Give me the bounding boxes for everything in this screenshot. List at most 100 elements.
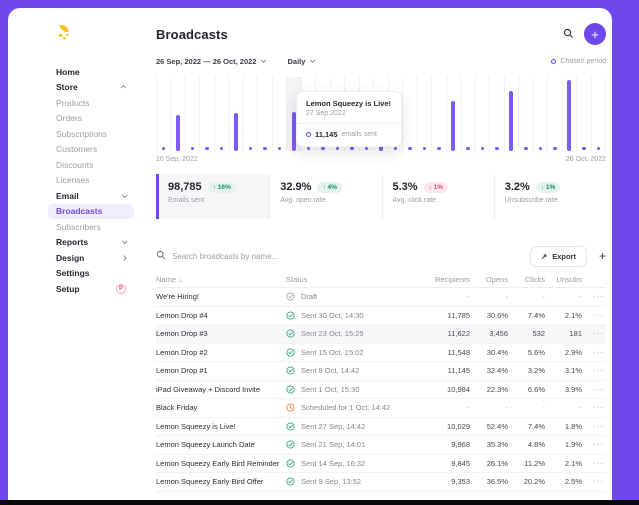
- chart-column-22[interactable]: [474, 77, 489, 151]
- stat-card-emails-sent[interactable]: 98,785 ↑ 16% Emails sent: [156, 174, 270, 219]
- row-menu-button[interactable]: ···: [593, 366, 604, 376]
- table-row[interactable]: We're Hiring! Draft - - - - ···: [156, 288, 606, 307]
- chart-column-17[interactable]: [402, 77, 416, 151]
- stat-card-avg-click-rate[interactable]: 5.3% ↓ 1% Avg. click rate: [381, 174, 494, 219]
- chart-dot: [495, 146, 499, 150]
- chart-column-28[interactable]: [561, 77, 576, 151]
- row-menu-button[interactable]: ···: [593, 403, 604, 413]
- sidebar-item-customers[interactable]: Customers: [56, 144, 98, 155]
- chart-column-24[interactable]: [503, 77, 518, 151]
- table-row[interactable]: Black Friday Scheduled for 1 Oct, 14:42 …: [156, 399, 606, 418]
- chart-dot: [437, 146, 441, 150]
- chart-column-19[interactable]: [431, 77, 445, 151]
- chart-column-27[interactable]: [547, 77, 561, 151]
- table-row[interactable]: Lemon Drop #4 Sent 30 Oct, 14:30 11,785 …: [156, 307, 606, 325]
- clicks-value: -: [542, 403, 546, 413]
- recipients-value: 10,029: [447, 421, 470, 431]
- status-text: Sent 9 Sep, 13:52: [301, 477, 362, 487]
- stat-card-avg-open-rate[interactable]: 32.9% ↑ 4% Avg. open rate: [269, 174, 381, 219]
- chart-column-0[interactable]: [156, 77, 170, 151]
- sidebar-item-broadcasts[interactable]: Broadcasts: [48, 203, 134, 219]
- chart-column-1[interactable]: [170, 77, 184, 151]
- stat-value: 32.9%: [280, 181, 312, 193]
- table-row[interactable]: Lemon Drop #3 Sent 23 Oct, 15:25 11,622 …: [156, 325, 606, 344]
- status-text: Scheduled for 1 Oct, 14:42: [301, 403, 391, 413]
- table-row[interactable]: Lemon Squeezy Launch Date Sent 21 Sep, 1…: [156, 436, 606, 455]
- stat-card-unsubscribe-rate[interactable]: 3.2% ↓ 1% Unsubscribe rate: [493, 174, 606, 219]
- chart-column-26[interactable]: [532, 77, 547, 151]
- broadcast-name: Lemon Drop #2: [156, 347, 208, 357]
- sidebar-item-home[interactable]: Home: [56, 66, 80, 77]
- chart-legend: Chosen period: [551, 58, 606, 65]
- chart-column-23[interactable]: [489, 77, 503, 151]
- setup-progress-badge: P: [116, 283, 126, 294]
- export-button[interactable]: ↗ Export: [529, 245, 587, 267]
- table-row[interactable]: iPad Giveaway + Discord Invite Sent 1 Oc…: [156, 381, 606, 399]
- chart-column-5[interactable]: [228, 77, 242, 151]
- stat-delta-badge: ↑ 16%: [207, 181, 236, 193]
- sidebar-item-products[interactable]: Products: [56, 97, 90, 108]
- create-broadcast-button[interactable]: +: [584, 23, 606, 45]
- stat-delta-badge: ↓ 1%: [423, 181, 449, 193]
- status-text: Draft: [301, 292, 318, 302]
- chart-column-29[interactable]: [576, 77, 590, 151]
- sidebar-item-settings[interactable]: Settings: [56, 268, 90, 279]
- draft-status-icon: [286, 292, 295, 301]
- chart-column-21[interactable]: [460, 77, 474, 151]
- sidebar-item-subscriptions[interactable]: Subscriptions: [56, 128, 108, 139]
- chart-column-25[interactable]: [518, 77, 532, 151]
- row-menu-button[interactable]: ···: [593, 292, 604, 302]
- sidebar-item-reports[interactable]: Reports: [48, 235, 134, 251]
- table-row[interactable]: Lemon Drop #1 Sent 8 Oct, 14:42 11,145 3…: [156, 362, 606, 381]
- table-row[interactable]: Lemon Squeezy is Live! Sent 27 Sep, 14:4…: [156, 418, 606, 436]
- chart-dot: [364, 146, 369, 150]
- chart-column-8[interactable]: [271, 77, 286, 151]
- granularity-select[interactable]: Daily: [287, 57, 316, 66]
- chart-column-18[interactable]: [416, 77, 431, 151]
- sidebar-item-store[interactable]: Store: [48, 80, 134, 96]
- row-menu-button[interactable]: ···: [593, 458, 604, 468]
- sidebar-item-design[interactable]: Design: [48, 250, 134, 266]
- row-menu-button[interactable]: ···: [593, 421, 604, 431]
- column-header-name[interactable]: Name ↓: [156, 274, 183, 284]
- sidebar-item-email[interactable]: Email: [48, 188, 134, 204]
- table-row[interactable]: Lemon Drop #2 Sent 15 Oct, 15:02 11,548 …: [156, 344, 606, 362]
- chart-column-7[interactable]: [257, 77, 271, 151]
- chart-column-4[interactable]: [213, 77, 228, 151]
- sidebar-item-licenses[interactable]: Licenses: [56, 175, 90, 186]
- row-menu-button[interactable]: ···: [593, 384, 604, 394]
- tooltip-dot-icon: [306, 132, 311, 137]
- row-menu-button[interactable]: ···: [593, 310, 604, 320]
- search-button[interactable]: [563, 27, 574, 42]
- chart-dot: [277, 146, 282, 150]
- chart-column-30[interactable]: [590, 77, 607, 151]
- sidebar-item-setup[interactable]: Setup P: [48, 281, 134, 297]
- sidebar-item-orders[interactable]: Orders: [56, 113, 82, 124]
- row-menu-button[interactable]: ···: [593, 477, 604, 487]
- opens-value: 35.3%: [486, 440, 508, 450]
- table-row[interactable]: Lemon Squeezy Early Bird Offer Sent 9 Se…: [156, 473, 606, 492]
- table-row[interactable]: Lemon Squeezy Early Bird Reminder Sent 1…: [156, 455, 606, 473]
- search-input[interactable]: [172, 251, 392, 261]
- row-menu-button[interactable]: ···: [593, 440, 604, 450]
- add-broadcast-button[interactable]: +: [599, 250, 606, 262]
- sidebar-item-discounts[interactable]: Discounts: [56, 159, 94, 170]
- status-text: Sent 23 Oct, 15:25: [301, 329, 364, 339]
- stat-value: 98,785: [168, 181, 202, 193]
- chart-column-2[interactable]: [184, 77, 199, 151]
- table-toolbar: ↗ Export +: [156, 245, 606, 267]
- chart-column-3[interactable]: [199, 77, 213, 151]
- status-text: Sent 15 Oct, 15:02: [301, 347, 364, 357]
- row-menu-button[interactable]: ···: [593, 347, 604, 357]
- recipients-value: 9,353: [451, 477, 470, 487]
- chart-dot: [205, 146, 209, 150]
- stat-delta-badge: ↓ 1%: [535, 181, 561, 193]
- chart-column-6[interactable]: [242, 77, 257, 151]
- broadcast-name: iPad Giveaway + Discord Invite: [156, 384, 261, 394]
- chevron-down-icon: [121, 238, 128, 245]
- chart-column-20[interactable]: [445, 77, 460, 151]
- broadcast-name: Lemon Squeezy Early Bird Reminder: [156, 458, 280, 468]
- sidebar-item-subscribers[interactable]: Subscribers: [56, 221, 101, 232]
- date-range-picker[interactable]: 26 Sep, 2022 — 26 Oct, 2022: [156, 57, 268, 66]
- row-menu-button[interactable]: ···: [593, 329, 604, 339]
